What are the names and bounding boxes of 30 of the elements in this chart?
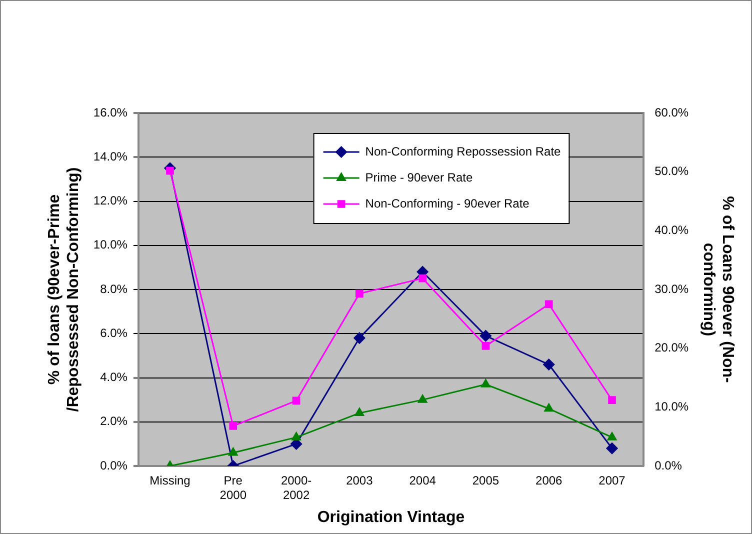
x-tick-label: 2003 bbox=[346, 474, 374, 488]
x-tick-label: 2007 bbox=[598, 474, 626, 488]
y-tick-label: 4.0% bbox=[100, 370, 128, 384]
y2-tick-label: 30.0% bbox=[654, 282, 689, 296]
y-tick-label: 6.0% bbox=[100, 326, 128, 340]
y-tick-label: 12.0% bbox=[93, 194, 128, 208]
y-tick-label: 8.0% bbox=[100, 282, 128, 296]
y-tick-label: 10.0% bbox=[93, 238, 128, 252]
x-tick-label: Missing bbox=[150, 474, 190, 488]
y2-tick-label: 20.0% bbox=[654, 340, 689, 355]
y2-tick-label: 0.0% bbox=[654, 458, 682, 472]
y2-tick-label: 50.0% bbox=[654, 164, 689, 178]
x-tick-label: 2005 bbox=[472, 474, 500, 488]
legend-label: Prime - 90ever Rate bbox=[365, 170, 473, 184]
x-axis-title: Origination Vintage bbox=[317, 508, 465, 526]
y-tick-label: 14.0% bbox=[93, 149, 128, 164]
y-axis-title: % of loans (90ever-Prime /Repossessed Non-Conforming) bbox=[46, 167, 82, 412]
x-tick-label: 2000-2002 bbox=[280, 474, 312, 502]
y2-tick-label: 10.0% bbox=[654, 399, 689, 414]
y2-tick-label: 60.0% bbox=[654, 105, 689, 120]
legend-label: Non-Conforming Repossession Rate bbox=[365, 144, 562, 158]
x-tick-label: 2004 bbox=[409, 474, 436, 488]
y-tick-label: 2.0% bbox=[100, 414, 128, 428]
legend-label: Non-Conforming - 90ever Rate bbox=[365, 196, 530, 210]
y2-axis-title: % of Loans 90ever (Non-conforming) bbox=[700, 196, 736, 383]
x-tick-label: Pre 2000 bbox=[220, 474, 247, 502]
x-tick-label: 2006 bbox=[536, 474, 563, 488]
y2-tick-label: 40.0% bbox=[654, 222, 689, 237]
y-tick-label: 0.0% bbox=[100, 458, 128, 472]
y-tick-label: 16.0% bbox=[93, 105, 128, 120]
